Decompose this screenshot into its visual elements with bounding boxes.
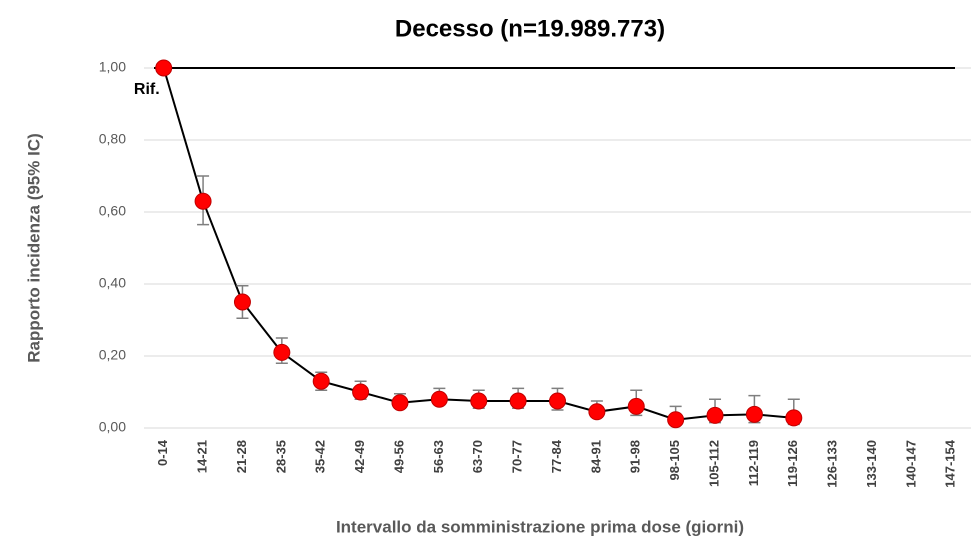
x-tick-label: 126-133: [825, 440, 840, 488]
y-tick-label: 0,40: [99, 275, 126, 291]
point: [430, 390, 448, 408]
point: [391, 394, 409, 412]
x-tick-label: 49-56: [391, 440, 406, 473]
point: [194, 192, 212, 210]
x-tick-label: 14-21: [195, 440, 210, 473]
point: [470, 392, 488, 410]
y-tick-label: 0,60: [99, 203, 126, 219]
x-tick-label: 140-147: [903, 440, 918, 488]
point: [667, 411, 685, 429]
point: [549, 392, 566, 410]
x-tick-label: 0-14: [155, 439, 170, 466]
point: [273, 343, 291, 361]
y-tick-label: 0,00: [99, 419, 126, 435]
point: [627, 397, 645, 415]
point: [312, 372, 330, 390]
x-tick-label: 91-98: [628, 440, 643, 473]
x-tick-label: 84-91: [588, 440, 603, 473]
x-tick-label: 70-77: [510, 440, 525, 473]
x-tick-label: 147-154: [943, 439, 958, 487]
series-line: [162, 67, 794, 421]
point: [785, 409, 803, 427]
x-tick-label: 56-63: [431, 440, 446, 473]
x-tick-label: 21-28: [234, 440, 249, 473]
point: [233, 293, 251, 311]
point: [745, 405, 763, 423]
x-tick-label: 77-84: [549, 439, 564, 473]
y-tick-label: 0,20: [99, 347, 126, 363]
chart-title: Decesso (n=19.989.773): [395, 15, 665, 42]
y-tick-label: 1,00: [99, 59, 126, 75]
x-tick-label: 119-126: [785, 440, 800, 487]
x-tick-label: 63-70: [470, 440, 485, 473]
x-tick-label: 28-35: [273, 440, 288, 473]
point: [352, 383, 370, 401]
x-axis-title: Intervallo da somministrazione prima dos…: [336, 517, 744, 536]
x-tick-label: 42-49: [352, 440, 367, 473]
x-tick-label: 133-140: [864, 440, 879, 488]
annotation: Rif.: [134, 81, 160, 98]
x-tick-label: 98-105: [667, 440, 682, 480]
x-tick-label: 112-119: [746, 440, 761, 486]
point: [706, 406, 724, 424]
x-tick-label: 35-42: [313, 440, 328, 473]
point: [588, 403, 606, 421]
point: [155, 59, 173, 77]
x-tick-label: 105-112: [706, 440, 721, 487]
point: [509, 392, 527, 410]
y-tick-label: 0,80: [99, 131, 126, 147]
y-axis-title: Rapporto incidenza (95% IC): [24, 133, 43, 363]
